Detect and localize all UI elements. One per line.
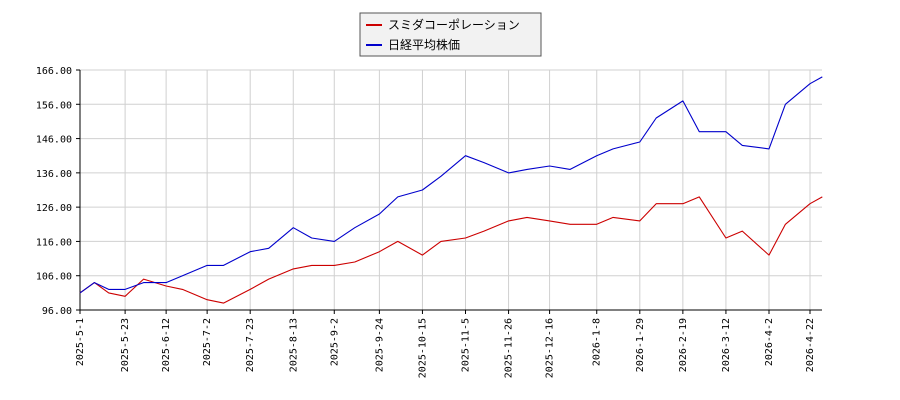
axes (79, 70, 822, 311)
x-tick-label: 2025-5-1 (75, 318, 86, 366)
x-tick-label: 2025-7-23 (245, 318, 256, 372)
y-tick-label: 136.00 (36, 169, 72, 180)
x-tick-label: 2025-6-12 (161, 318, 172, 372)
y-tick-label: 126.00 (36, 203, 72, 214)
x-tick-label: 2025-9-24 (374, 318, 385, 372)
y-tick-labels: 96.00 106.00 116.00 126.00 136.00 146.00 156.0… (36, 66, 80, 317)
x-tick-label: 2026-2-19 (678, 318, 689, 372)
x-tick-label: 2025-5-23 (120, 318, 131, 372)
x-tick-label: 2025-12-16 (545, 318, 556, 378)
series-line-0 (79, 196, 823, 304)
legend-label-0: スミダコーポレーション (388, 17, 520, 32)
x-tick-label: 2026-4-2 (764, 318, 775, 366)
x-tick-label: 2025-11-26 (504, 318, 515, 378)
x-tick-label: 2025-7-2 (202, 318, 213, 366)
series-lines (79, 76, 823, 304)
legend-box (359, 12, 542, 57)
x-tick-label: 2025-11-5 (461, 318, 472, 372)
series-line-1 (79, 76, 823, 294)
x-tick-label: 2026-1-29 (635, 318, 646, 372)
x-tick-label: 2026-3-12 (721, 318, 732, 372)
y-tick-label: 116.00 (36, 237, 72, 248)
x-tick-label: 2026-4-22 (805, 318, 816, 372)
y-tick-label: 146.00 (36, 135, 72, 146)
x-tick-labels: 2025-5-1 2025-5-23 2025-6-12 2025-7-2 2025-7… (75, 310, 816, 378)
legend: スミダコーポレーション 日経平均株価 (359, 12, 542, 57)
y-tick-label: 106.00 (36, 272, 72, 283)
y-tick-label: 96.00 (42, 306, 72, 317)
x-tick-label: 2026-1-8 (592, 318, 603, 366)
x-tick-label: 2025-9-2 (329, 318, 340, 366)
legend-label-1: 日経平均株価 (388, 37, 460, 52)
grid (79, 69, 822, 311)
y-tick-label: 166.00 (36, 66, 72, 77)
x-tick-label: 2025-10-15 (417, 318, 428, 378)
x-tick-label: 2025-8-13 (288, 318, 299, 372)
y-tick-label: 156.00 (36, 100, 72, 111)
